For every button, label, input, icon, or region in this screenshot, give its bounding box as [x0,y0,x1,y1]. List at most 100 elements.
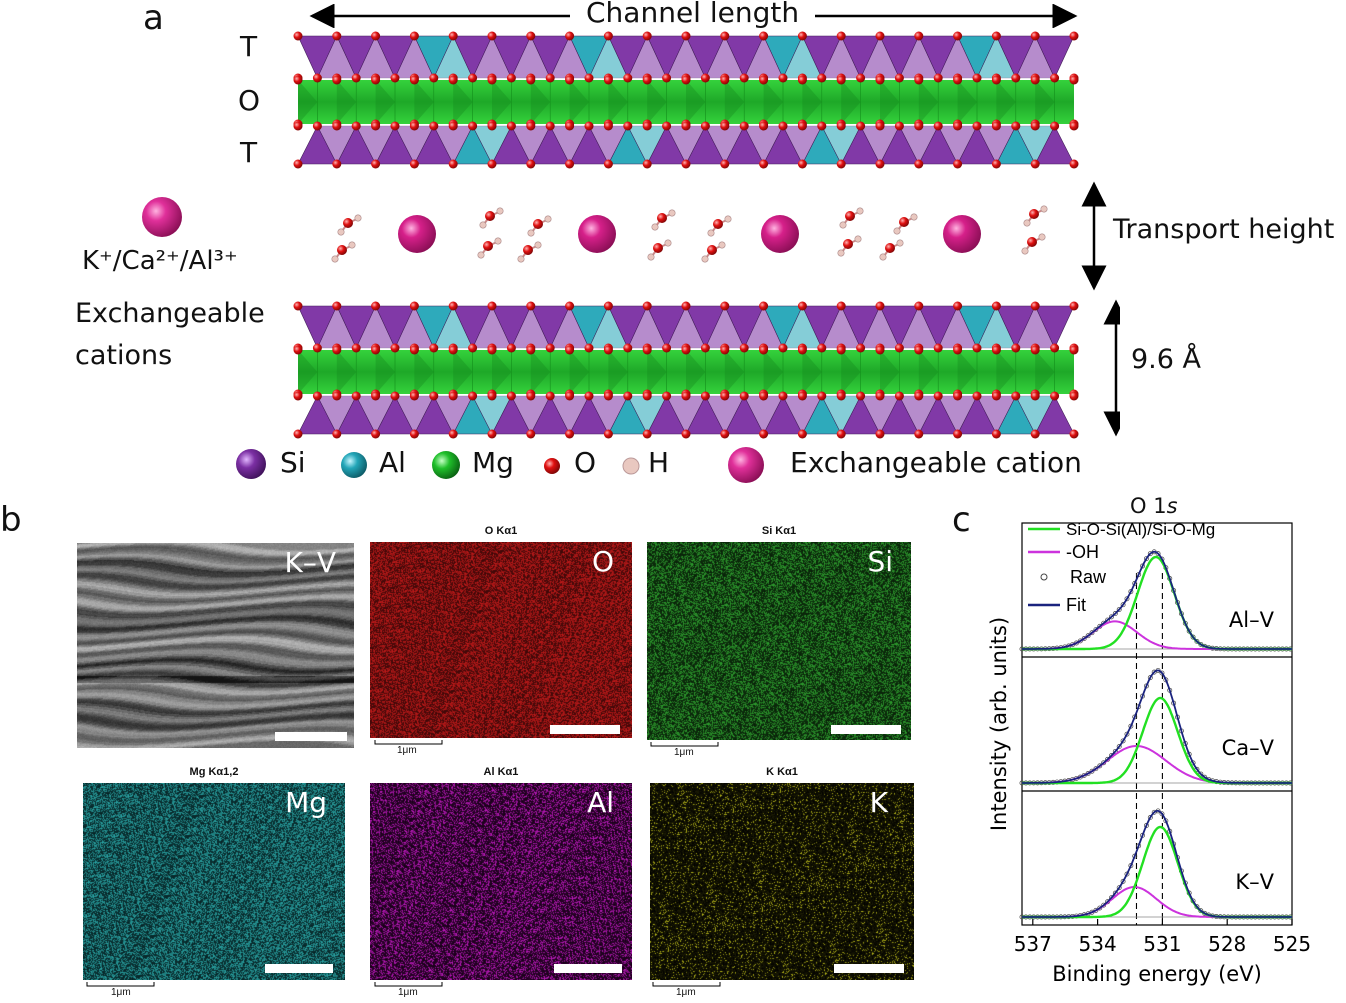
mg-map-title: Mg Kα1,2 [189,766,239,778]
clay-crystal-structure [293,31,1079,439]
raw-point [1093,766,1099,772]
k-map-micron-bar [652,982,721,987]
o-map-scalebar [550,725,620,734]
xps-panel: K–V [1019,808,1293,920]
octahedral-sheet [298,350,1074,394]
cation-formula: K⁺/Ca²⁺/Al³⁺ [82,246,238,276]
exchangeable-cation-label: Exchangeable cation [790,446,1082,479]
y-axis-label: Intensity (arb. units) [987,617,1011,831]
raw-point [1089,768,1095,774]
raw-point [1159,670,1165,676]
octahedral-sheet [298,80,1074,124]
k-map-micron-text: 1μm [676,987,696,998]
raw-point [1190,634,1196,640]
oxygen-row [293,345,1079,355]
raw-point [1077,638,1083,644]
si-atom-icon [236,449,266,479]
o-map-micron-bar [374,740,443,745]
raw-point [1085,633,1091,639]
raw-point [1147,815,1153,820]
raw-point [1194,638,1200,644]
x-axis-label: Binding energy (eV) [1052,962,1262,986]
exchangeable-label-line1: Exchangeable [75,298,265,329]
o-map-micron-text: 1μm [397,745,417,756]
oxygen-row [293,159,1079,169]
channel-length-arrows [309,4,1078,28]
raw-point [1155,551,1161,557]
panel-sample-label: Ca–V [1222,736,1275,760]
x-tick-label: 525 [1273,932,1311,956]
panel-sample-label: K–V [1235,870,1274,894]
x-tick-label: 528 [1208,932,1246,956]
eds-map-mg: Mg [83,783,345,980]
tetrahedral-sheet [297,395,1075,435]
xps-title-text: O 1s [1130,494,1178,518]
raw-point [1081,636,1087,641]
xps-panel: Ca–V [1019,667,1293,786]
tetrahedral-sheet [297,305,1075,349]
layer-t-bottom: T [240,136,258,169]
xps-o1s-chart: 537 534 531 528 525 Binding energy (eV) Intens… [987,520,1311,986]
legend-label: -OH [1066,542,1099,562]
k-map-scalebar [834,964,904,973]
sio-component [1022,555,1292,651]
al-map-letter: Al [587,786,614,819]
eds-map-al: Al [370,783,632,980]
sem-image-kv: K–V [77,543,354,748]
raw-point [1120,602,1126,608]
raw-point [1108,614,1114,620]
xps-legend: Si-O-Si(Al)/Si-O-Mg -OH Raw Fit [1028,520,1215,615]
xps-panel: Al–V [1019,549,1293,652]
al-atom-icon [341,452,367,478]
raw-point [1120,738,1126,744]
panel-c-label: c [952,500,971,540]
sem-micron-bar [78,746,152,750]
mg-map-micron-text: 1μm [111,987,131,998]
raw-point [1124,731,1130,737]
oxygen-row [293,301,1079,311]
k-map-title: K Kα1 [766,766,798,778]
thickness-label: 9.6 Å [1131,344,1201,375]
cation-sphere-icon [142,197,182,237]
mg-atom-icon [432,451,460,479]
si-map-scalebar [831,725,901,734]
al-map-micron-text: 1μm [398,987,418,998]
fit-curve [1022,550,1292,650]
raw-point [1143,556,1149,562]
raw-point [1120,878,1126,884]
raw-point [1112,611,1118,616]
si-map-micron-bar [650,742,719,747]
k-map-letter: K [869,786,888,819]
legend-marker [1040,573,1048,581]
tetrahedral-sheet [297,35,1075,79]
o-map-title: O Kα1 [484,525,518,537]
transport-height-label: Transport height [1113,214,1335,245]
si-label: Si [280,446,306,479]
raw-point [1116,744,1122,750]
element-legend: Si Al Mg O H Exchangeable cation [232,444,1112,484]
eds-map-k: K [650,783,914,980]
al-map-title: Al Kα1 [483,766,519,778]
panel-a-label: a [143,0,164,38]
o-label: O [574,446,597,479]
raw-point [1116,607,1122,612]
raw-point [1089,630,1095,636]
plot-frame [1021,522,1293,926]
h-label: H [648,446,670,479]
mg-map-micron-bar [86,982,155,987]
fit-curve [1022,810,1292,918]
oxygen-row [293,391,1079,401]
raw-point [1116,885,1122,891]
si-map-title: Si Kα1 [761,525,797,537]
si-map-micron-text: 1μm [674,747,694,758]
raw-point [1151,669,1157,675]
panel-sample-label: Al–V [1229,608,1275,632]
al-map-scalebar [554,964,622,973]
raw-point [1097,763,1103,769]
oxygen-row [293,75,1079,85]
raw-point [1147,675,1153,681]
x-tick-label: 534 [1079,932,1117,956]
height-arrows [1081,181,1120,437]
oxygen-row [293,31,1079,41]
raw-point [1147,551,1153,557]
